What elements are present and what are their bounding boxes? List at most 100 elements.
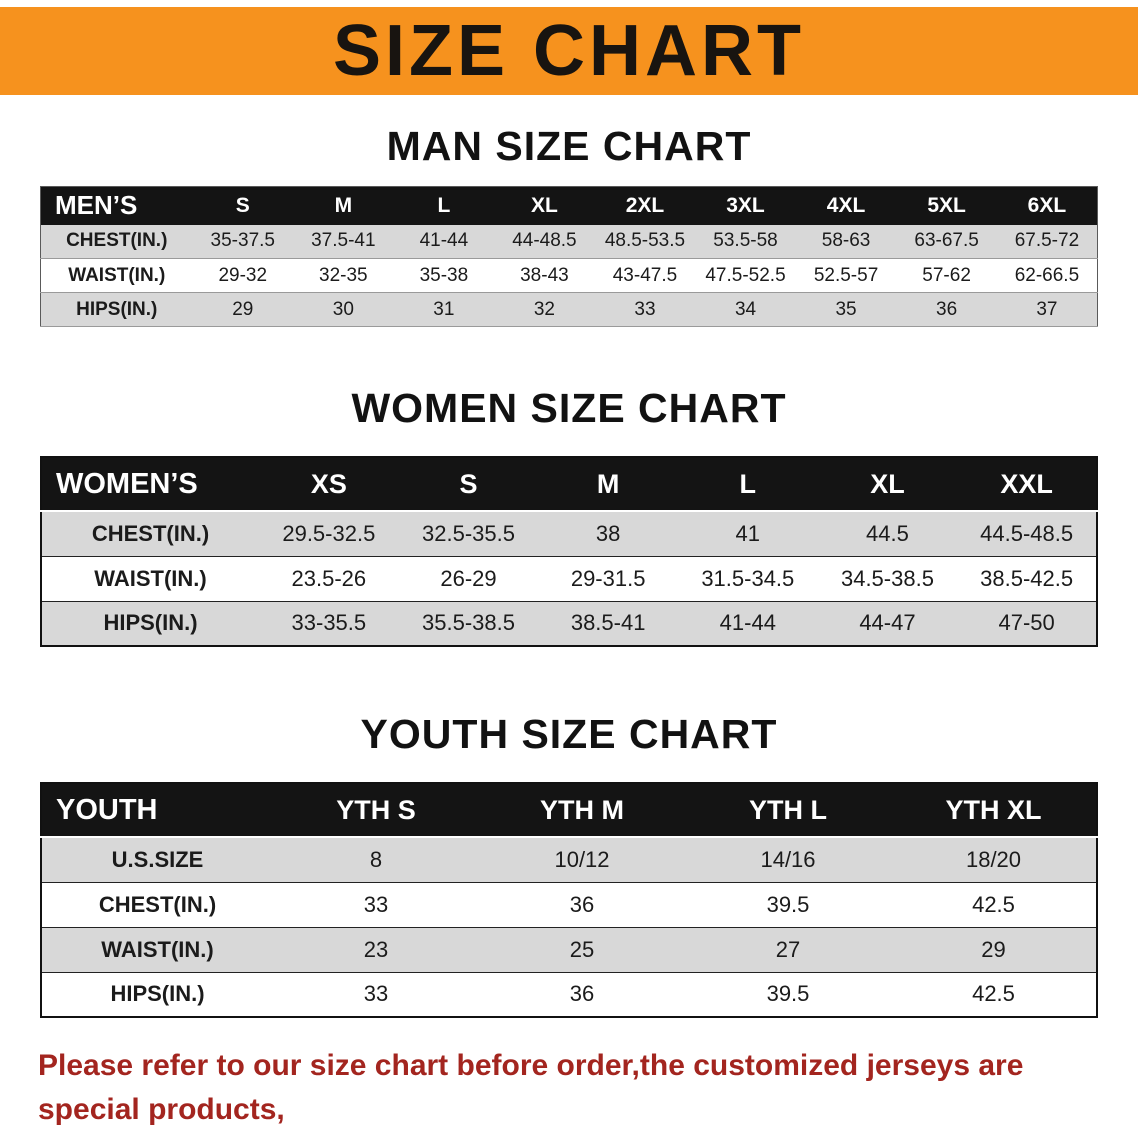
- measurement-row: HIPS(IN.) 29 30 31 32 33 34 35 36 37: [40, 292, 1098, 327]
- womens-size-table: WOMEN’S XS S M L XL XXL CHEST(IN.) 29.5-32.5 32.5…: [40, 456, 1098, 647]
- size-value: 36: [479, 972, 685, 1018]
- size-value: 29.5-32.5: [259, 511, 399, 557]
- size-value: 53.5-58: [695, 224, 796, 259]
- header-row: YOUTH YTH S YTH M YTH L YTH XL: [41, 783, 1097, 838]
- measurement-label: CHEST(IN.): [41, 511, 259, 557]
- size-value: 43-47.5: [594, 258, 696, 293]
- size-column-header: XL: [817, 457, 958, 512]
- size-value: 29-32: [192, 258, 294, 293]
- page-title: SIZE CHART: [333, 11, 805, 91]
- size-column-header: 2XL: [594, 186, 696, 225]
- size-value: 33: [273, 972, 479, 1018]
- measurement-row: WAIST(IN.) 29-32 32-35 35-38 38-43 43-47.5 47.…: [40, 258, 1098, 293]
- mens-size-table: MEN’S S M L XL 2XL 3XL 4XL 5XL 6XL CHEST(IN.) 35-37…: [40, 186, 1098, 327]
- size-value: 36: [479, 882, 685, 928]
- size-value: 32: [494, 292, 595, 327]
- size-column-header: L: [393, 186, 495, 225]
- measurement-row: WAIST(IN.) 23 25 27 29: [41, 927, 1097, 973]
- measurement-row: CHEST(IN.) 33 36 39.5 42.5: [41, 882, 1097, 928]
- size-column-header: S: [398, 457, 539, 512]
- size-value: 37: [996, 292, 1098, 327]
- women-size-section: WOMEN SIZE CHART WOMEN’S XS S M L XL XXL CHEST(…: [0, 385, 1138, 647]
- size-column-header: YTH S: [273, 783, 479, 838]
- size-value: 31: [393, 292, 495, 327]
- measurement-row: HIPS(IN.) 33 36 39.5 42.5: [41, 972, 1097, 1018]
- size-value: 38: [538, 511, 678, 557]
- size-value: 57-62: [896, 258, 997, 293]
- measurement-row: CHEST(IN.) 35-37.5 37.5-41 41-44 44-48.5 48.5…: [40, 224, 1098, 259]
- size-value: 41-44: [393, 224, 495, 259]
- size-value: 39.5: [685, 972, 891, 1018]
- size-column-header: YTH L: [685, 783, 891, 838]
- size-column-header: XL: [494, 186, 595, 225]
- man-size-section: MAN SIZE CHART MEN’S S M L XL 2XL 3XL 4XL 5XL 6XL…: [0, 123, 1138, 327]
- measurement-label: U.S.SIZE: [41, 837, 273, 883]
- size-column-header: L: [677, 457, 818, 512]
- header-row: MEN’S S M L XL 2XL 3XL 4XL 5XL 6XL: [40, 186, 1098, 225]
- size-chart-page: SIZE CHART MAN SIZE CHART MEN’S S M L XL 2XL 3…: [0, 7, 1138, 1132]
- size-column-header: M: [538, 457, 678, 512]
- size-value: 30: [293, 292, 394, 327]
- youth-size-section: YOUTH SIZE CHART YOUTH YTH S YTH M YTH L YTH…: [0, 711, 1138, 1018]
- size-column-header: YTH XL: [891, 783, 1097, 838]
- size-value: 8: [273, 837, 479, 883]
- measurement-row: HIPS(IN.) 33-35.5 35.5-38.5 38.5-41 41-44 44-…: [41, 601, 1097, 647]
- size-value: 38-43: [494, 258, 595, 293]
- size-value: 44-47: [817, 601, 958, 647]
- size-value: 63-67.5: [896, 224, 997, 259]
- size-column-header: 3XL: [695, 186, 796, 225]
- measurement-label: CHEST(IN.): [41, 882, 273, 928]
- measurement-label: HIPS(IN.): [40, 292, 193, 327]
- size-value: 41-44: [677, 601, 818, 647]
- size-value: 23: [273, 927, 479, 973]
- banner: SIZE CHART: [0, 7, 1138, 95]
- size-column-header: XS: [259, 457, 399, 512]
- header-row: WOMEN’S XS S M L XL XXL: [41, 457, 1097, 512]
- size-value: 32-35: [293, 258, 394, 293]
- size-value: 37.5-41: [293, 224, 394, 259]
- size-value: 33: [594, 292, 696, 327]
- size-value: 62-66.5: [996, 258, 1098, 293]
- table-group-label: YOUTH: [41, 783, 273, 838]
- size-value: 42.5: [891, 882, 1097, 928]
- size-value: 41: [677, 511, 818, 557]
- size-value: 44.5: [817, 511, 958, 557]
- size-value: 35: [795, 292, 897, 327]
- size-value: 42.5: [891, 972, 1097, 1018]
- size-value: 35-38: [393, 258, 495, 293]
- size-value: 35.5-38.5: [398, 601, 539, 647]
- size-column-header: 4XL: [795, 186, 897, 225]
- size-value: 44.5-48.5: [957, 511, 1097, 557]
- size-value: 44-48.5: [494, 224, 595, 259]
- measurement-label: WAIST(IN.): [41, 927, 273, 973]
- measurement-label: HIPS(IN.): [41, 601, 259, 647]
- section-title-youth: YOUTH SIZE CHART: [360, 711, 778, 757]
- size-value: 38.5-42.5: [957, 556, 1097, 602]
- notice-line-1: Please refer to our size chart before or…: [38, 1049, 1024, 1126]
- size-column-header: YTH M: [479, 783, 685, 838]
- measurement-row: CHEST(IN.) 29.5-32.5 32.5-35.5 38 41 44.5 44.5…: [41, 511, 1097, 557]
- size-value: 23.5-26: [259, 556, 399, 602]
- size-value: 38.5-41: [538, 601, 678, 647]
- size-value: 25: [479, 927, 685, 973]
- section-title-women: WOMEN SIZE CHART: [351, 385, 787, 431]
- youth-size-table: YOUTH YTH S YTH M YTH L YTH XL U.S.SIZE 8 10/12…: [40, 782, 1098, 1018]
- size-column-header: S: [192, 186, 294, 225]
- measurement-label: WAIST(IN.): [40, 258, 193, 293]
- size-value: 34: [695, 292, 796, 327]
- footer-notice: Please refer to our size chart before or…: [38, 1044, 1100, 1132]
- table-group-label: WOMEN’S: [41, 457, 259, 512]
- size-value: 14/16: [685, 837, 891, 883]
- size-column-header: M: [293, 186, 394, 225]
- size-column-header: 6XL: [996, 186, 1098, 225]
- size-value: 26-29: [398, 556, 539, 602]
- section-title-man: MAN SIZE CHART: [386, 123, 752, 169]
- size-column-header: 5XL: [896, 186, 997, 225]
- size-value: 10/12: [479, 837, 685, 883]
- measurement-label: CHEST(IN.): [40, 224, 193, 259]
- size-value: 47.5-52.5: [695, 258, 796, 293]
- size-value: 35-37.5: [192, 224, 294, 259]
- measurement-label: HIPS(IN.): [41, 972, 273, 1018]
- size-value: 34.5-38.5: [817, 556, 958, 602]
- measurement-row: U.S.SIZE 8 10/12 14/16 18/20: [41, 837, 1097, 883]
